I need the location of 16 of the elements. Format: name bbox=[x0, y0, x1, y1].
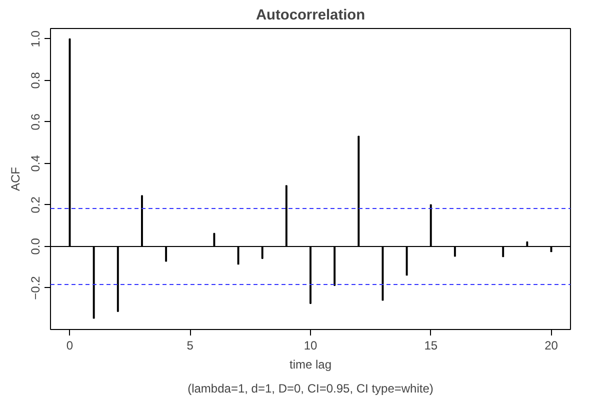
y-tick-label: 0.0 bbox=[28, 238, 42, 255]
text: (lambda=1, d=1, D=0, CI=0.95, CI type=white) bbox=[188, 382, 434, 396]
y-tick-label: 0.2 bbox=[28, 196, 42, 214]
y-tick-label: 0.6 bbox=[28, 113, 42, 130]
x-tick-label: 0 bbox=[66, 338, 74, 352]
x-tick-label: 5 bbox=[186, 338, 194, 352]
chart-title: Autocorrelation bbox=[256, 8, 366, 24]
y-tick-label: 0.4 bbox=[28, 154, 42, 172]
y-tick-label: 1.0 bbox=[28, 30, 42, 48]
y-tick-label: −0.2 bbox=[28, 276, 42, 300]
y-axis-title: ACF bbox=[8, 167, 22, 191]
x-axis-title: time lag bbox=[289, 358, 332, 372]
y-tick-label: 0.8 bbox=[28, 72, 42, 89]
x-tick-label: 10 bbox=[304, 338, 318, 352]
x-tick-label: 15 bbox=[424, 338, 438, 352]
x-tick-label: 20 bbox=[544, 338, 558, 352]
